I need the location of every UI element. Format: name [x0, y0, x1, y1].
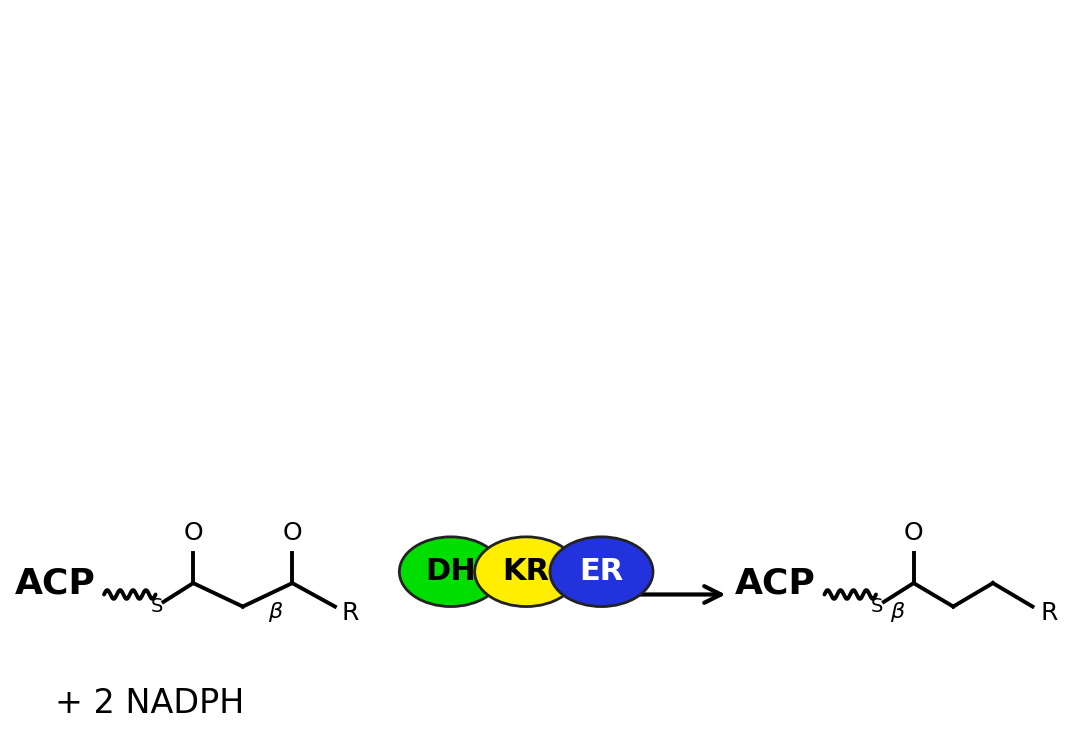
Text: O: O [282, 521, 302, 545]
Circle shape [550, 537, 653, 606]
Text: R: R [1041, 601, 1057, 625]
Text: β: β [268, 602, 282, 622]
Text: + 2 NADPH: + 2 NADPH [54, 687, 244, 720]
Text: KR: KR [502, 557, 549, 586]
Text: O: O [183, 521, 203, 545]
Circle shape [474, 537, 578, 606]
Text: O: O [904, 521, 923, 545]
Text: S: S [150, 597, 162, 616]
Text: DH: DH [425, 557, 476, 586]
Text: R: R [342, 601, 360, 625]
Circle shape [399, 537, 502, 606]
Text: ER: ER [580, 557, 623, 586]
Text: ACP: ACP [736, 566, 816, 600]
Text: S: S [871, 597, 883, 616]
Text: ACP: ACP [15, 566, 96, 600]
Text: β: β [889, 602, 904, 622]
